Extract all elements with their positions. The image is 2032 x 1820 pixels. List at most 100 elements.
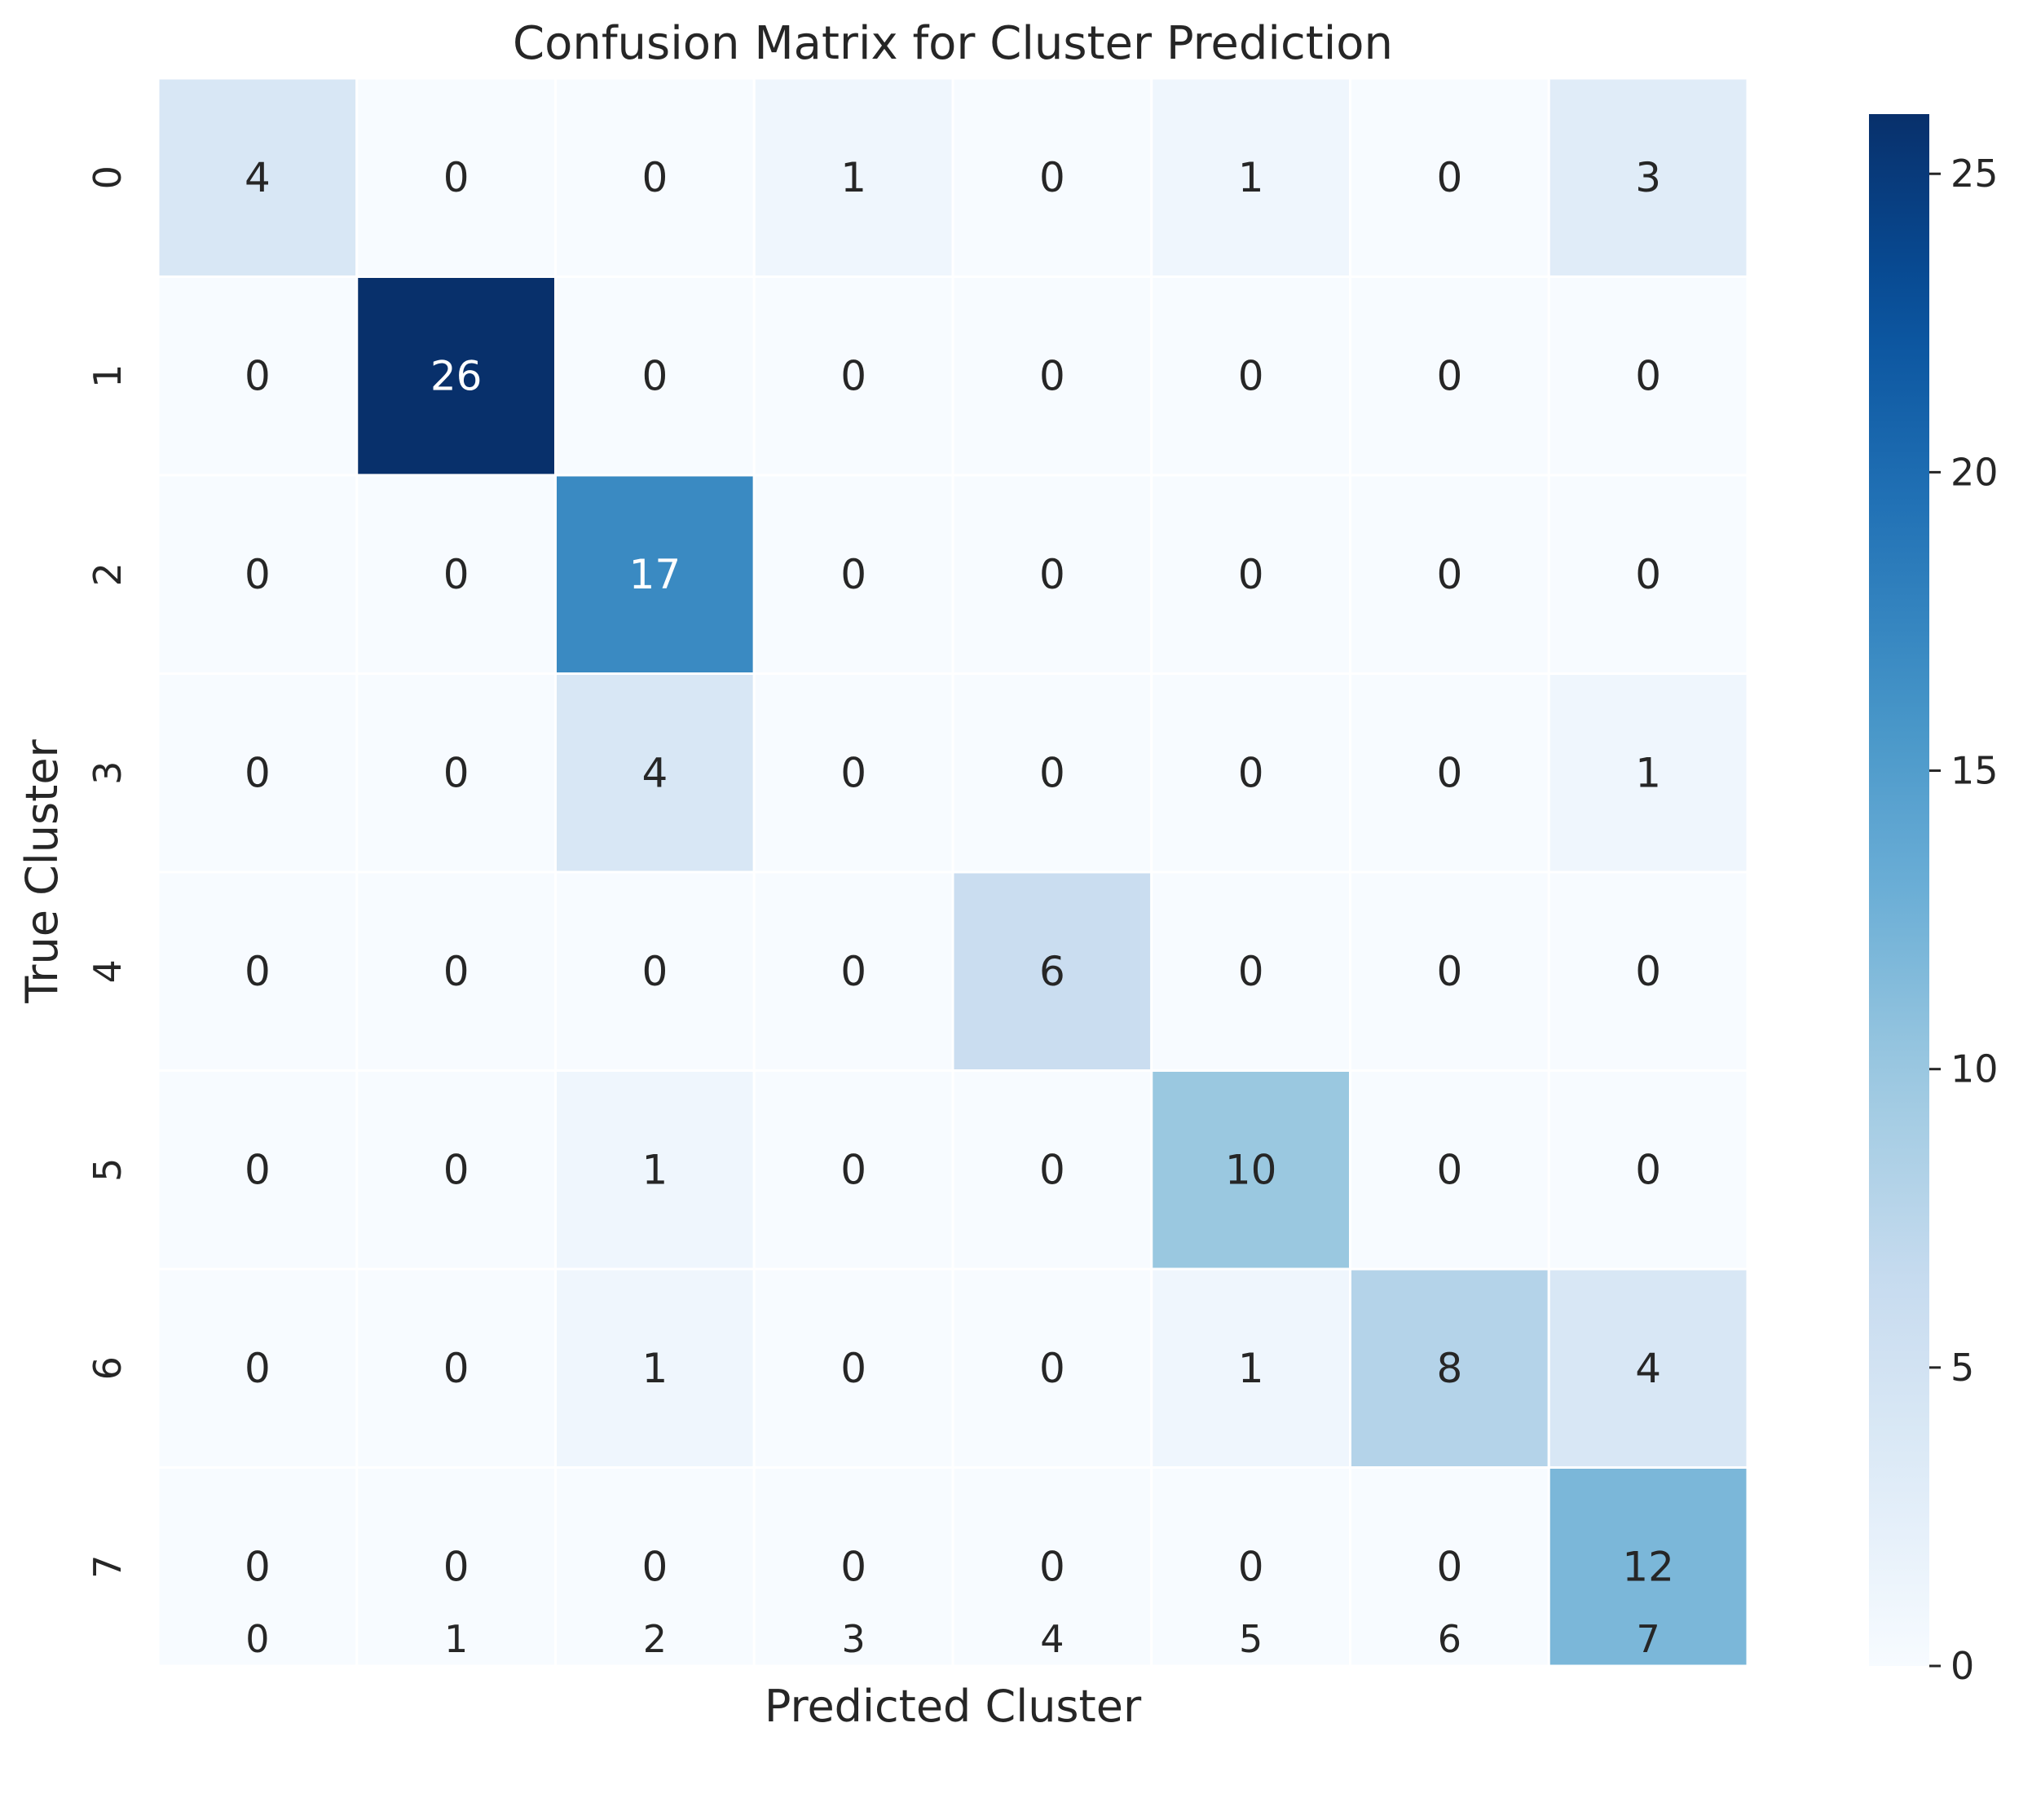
heatmap-cell <box>156 1466 359 1668</box>
cell-value-label: 0 <box>1436 749 1462 796</box>
y-axis-label: True Cluster <box>16 738 68 1003</box>
heatmap-cell <box>951 474 1153 675</box>
x-tick-label: 4 <box>1040 1617 1064 1661</box>
cell-value-label: 4 <box>245 154 271 201</box>
cell-value-label: 0 <box>1039 551 1065 598</box>
cell-value-label: 0 <box>641 1543 668 1590</box>
heatmap-cell <box>355 1466 557 1668</box>
heatmap-cell <box>554 1466 756 1668</box>
heatmap-cell <box>1547 1069 1749 1271</box>
heatmap-cell <box>752 1466 954 1668</box>
heatmap-cell <box>752 77 954 278</box>
x-axis-label: Predicted Cluster <box>765 1681 1142 1732</box>
cell-value-label: 17 <box>629 551 681 598</box>
heatmap-cell <box>355 275 557 477</box>
x-tick-labels: 0 1 2 3 4 5 6 7 <box>245 1617 1660 1661</box>
cell-value-label: 0 <box>1039 1345 1065 1392</box>
heatmap-cell <box>1547 1267 1749 1469</box>
cell-value-label: 0 <box>840 551 866 598</box>
heatmap-cell <box>951 1069 1153 1271</box>
cell-value-label: 0 <box>1635 551 1661 598</box>
heatmap-cell <box>1547 77 1749 278</box>
cell-value-label: 0 <box>1039 352 1065 399</box>
heatmap-cell <box>951 275 1153 477</box>
heatmap-cell <box>554 870 756 1072</box>
x-tick-label: 1 <box>444 1617 468 1661</box>
cell-value-label: 0 <box>840 1543 866 1590</box>
cell-value-label: 0 <box>1238 551 1264 598</box>
x-tick-label: 0 <box>245 1617 269 1661</box>
cell-value-label: 10 <box>1225 1146 1277 1193</box>
heatmap-cell <box>554 474 756 675</box>
colorbar: 0 5 10 15 20 25 <box>1869 114 1999 1688</box>
y-tick-label: 6 <box>86 1356 130 1380</box>
cell-value-label: 0 <box>443 1345 469 1392</box>
cell-value-label: 1 <box>1635 749 1661 796</box>
heatmap-cell <box>1547 1466 1749 1668</box>
colorbar-tick-label: 0 <box>1950 1644 1974 1688</box>
cell-value-label: 0 <box>1238 352 1264 399</box>
heatmap-cell <box>1349 1069 1550 1271</box>
colorbar-tick-label: 15 <box>1950 749 1999 793</box>
cell-value-label: 0 <box>245 1543 271 1590</box>
cell-value-label: 0 <box>840 948 866 995</box>
cell-value-label: 0 <box>245 1146 271 1193</box>
y-tick-label: 3 <box>86 761 130 785</box>
x-tick-label: 7 <box>1636 1617 1660 1661</box>
cell-value-label: 0 <box>1039 1543 1065 1590</box>
heatmap-cell <box>951 1466 1153 1668</box>
cell-value-label: 0 <box>840 352 866 399</box>
cell-value-label: 0 <box>1039 1146 1065 1193</box>
cell-value-label: 0 <box>840 1345 866 1392</box>
cell-value-label: 1 <box>1238 154 1264 201</box>
cell-value-label: 6 <box>1039 948 1065 995</box>
cell-value-label: 0 <box>443 1543 469 1590</box>
heatmap-cell <box>951 1267 1153 1469</box>
cell-value-label: 0 <box>443 749 469 796</box>
cell-value-label: 1 <box>1238 1345 1264 1392</box>
cell-value-label: 0 <box>1436 1146 1462 1193</box>
heatmap-cell <box>1150 275 1351 477</box>
cell-value-label: 1 <box>641 1146 668 1193</box>
cell-value-label: 26 <box>430 352 483 399</box>
cell-value-label: 0 <box>1238 1543 1264 1590</box>
heatmap-cell <box>1150 1466 1351 1668</box>
cell-value-label: 3 <box>1635 154 1661 201</box>
cell-value-label: 0 <box>1238 749 1264 796</box>
cell-value-label: 0 <box>443 1146 469 1193</box>
cell-value-label: 0 <box>245 551 271 598</box>
heatmap-cell <box>156 672 359 874</box>
heatmap-cell <box>156 77 359 278</box>
heatmap-cell <box>1150 474 1351 675</box>
heatmap-cell <box>1349 474 1550 675</box>
y-tick-label: 7 <box>86 1555 130 1579</box>
chart-title: Confusion Matrix for Cluster Prediction <box>513 17 1393 70</box>
heatmap-cell <box>951 672 1153 874</box>
x-tick-label: 6 <box>1438 1617 1461 1661</box>
heatmap-cell <box>1349 870 1550 1072</box>
cell-value-label: 0 <box>1436 551 1462 598</box>
cell-value-label: 1 <box>641 1345 668 1392</box>
x-tick-label: 3 <box>841 1617 865 1661</box>
cell-value-label: 12 <box>1622 1543 1674 1590</box>
heatmap-cell <box>355 1267 557 1469</box>
heatmap-cell <box>1150 1267 1351 1469</box>
heatmap-cell <box>752 275 954 477</box>
heatmap-cell <box>1349 672 1550 874</box>
heatmap-cell <box>951 870 1153 1072</box>
heatmap-cell <box>1150 1069 1351 1271</box>
cell-value-label: 0 <box>245 1345 271 1392</box>
heatmap-cell <box>554 1267 756 1469</box>
cell-value-label: 0 <box>443 948 469 995</box>
heatmap-cell <box>1547 474 1749 675</box>
colorbar-gradient <box>1869 114 1929 1666</box>
cell-value-label: 1 <box>840 154 866 201</box>
y-tick-label: 1 <box>86 364 130 388</box>
cell-value-label: 0 <box>1436 154 1462 201</box>
colorbar-tick-label: 10 <box>1950 1047 1999 1091</box>
cell-value-label: 0 <box>840 1146 866 1193</box>
y-tick-label: 5 <box>86 1158 130 1182</box>
heatmap-cell <box>752 672 954 874</box>
cell-value-label: 8 <box>1436 1345 1462 1392</box>
